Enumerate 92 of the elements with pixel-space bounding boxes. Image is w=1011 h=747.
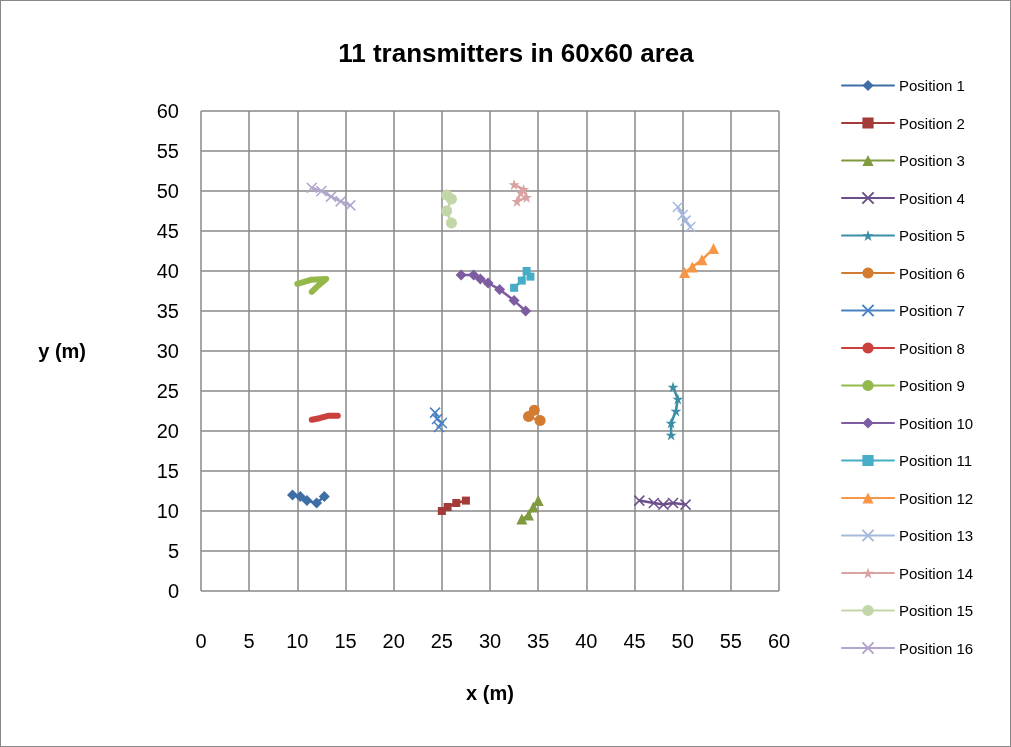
point [633, 494, 646, 507]
point [455, 269, 467, 281]
point [667, 497, 679, 509]
point [520, 305, 532, 317]
point [445, 217, 457, 229]
point [648, 497, 660, 509]
y-tick-label: 60 [156, 100, 179, 122]
point [686, 261, 698, 273]
x-axis-title: x (m) [466, 682, 514, 704]
point [318, 491, 330, 503]
point [534, 415, 546, 427]
point [461, 496, 470, 505]
legend-label: Position 7 [899, 302, 965, 319]
point [665, 417, 677, 429]
legend-label: Position 6 [899, 264, 965, 282]
chart-title: 11 transmitters in 60x60 area [338, 38, 695, 68]
legend-label: Position 5 [899, 227, 965, 244]
point [523, 509, 535, 521]
point [443, 503, 452, 511]
y-tick-label: 20 [156, 420, 179, 442]
legend-label: Position 12 [899, 489, 974, 507]
x-tick-label: 5 [243, 630, 255, 652]
point [657, 498, 670, 511]
point [672, 201, 684, 213]
point [445, 193, 457, 205]
point [429, 406, 441, 419]
x-tick-label: 30 [478, 630, 502, 652]
y-tick-label: 50 [156, 180, 179, 202]
point [511, 195, 523, 207]
point [510, 283, 519, 292]
y-axis-title: y (m) [38, 340, 86, 362]
legend-label: Position 9 [899, 377, 965, 394]
point [508, 295, 520, 307]
point [523, 411, 535, 423]
y-tick-label: 35 [156, 300, 179, 322]
point [468, 269, 480, 281]
x-tick-label: 15 [334, 630, 357, 652]
legend-label: Position 4 [899, 189, 965, 207]
point [306, 182, 318, 194]
y-tick-label: 45 [156, 220, 179, 242]
legend-label: Position 13 [899, 527, 974, 544]
point [696, 254, 708, 266]
legend-label: Position 1 [899, 77, 965, 94]
y-tick-label: 5 [167, 540, 179, 562]
point [334, 195, 347, 208]
point [679, 267, 691, 279]
point [294, 491, 306, 503]
legend-label: Position 11 [899, 452, 973, 469]
point [521, 191, 533, 203]
legend-label: Position 15 [899, 602, 974, 619]
point [526, 272, 535, 281]
y-tick-label: 55 [156, 140, 179, 162]
point [482, 277, 494, 289]
point [344, 199, 357, 212]
x-tick-label: 50 [671, 630, 694, 652]
point [679, 498, 692, 511]
y-tick-label: 10 [156, 500, 179, 522]
x-tick-label: 55 [719, 630, 742, 652]
point [684, 221, 697, 233]
point [452, 499, 461, 507]
y-tick-label: 15 [156, 460, 179, 482]
point [517, 276, 526, 285]
x-tick-label: 40 [575, 630, 598, 652]
x-tick-label: 45 [623, 630, 646, 652]
legend-label: Position 10 [899, 414, 974, 432]
legend-label: Position 2 [899, 114, 965, 132]
point [508, 179, 520, 191]
x-tick-label: 35 [527, 630, 550, 652]
point [315, 185, 328, 197]
point [301, 495, 313, 507]
legend-label: Position 16 [899, 639, 974, 657]
x-tick-label: 25 [430, 630, 453, 652]
legend-label: Position 3 [899, 152, 965, 169]
x-tick-label: 10 [286, 630, 309, 652]
point [516, 513, 528, 525]
y-tick-label: 0 [167, 580, 179, 602]
point [325, 190, 337, 203]
point [494, 283, 506, 295]
x-tick-label: 20 [382, 630, 405, 652]
x-tick-label: 60 [767, 630, 791, 652]
y-tick-label: 30 [156, 340, 179, 362]
x-tick-label: 0 [195, 630, 207, 652]
point [672, 393, 684, 405]
point [311, 497, 323, 509]
point [679, 214, 692, 227]
y-tick-label: 25 [156, 380, 179, 402]
point [441, 205, 453, 217]
point [474, 273, 486, 285]
point [670, 405, 682, 417]
legend-label: Position 8 [899, 339, 965, 357]
legend-label: Position 14 [899, 564, 974, 582]
y-tick-label: 40 [156, 260, 179, 282]
